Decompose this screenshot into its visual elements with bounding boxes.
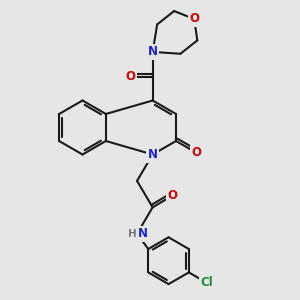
Text: H: H [128, 229, 137, 239]
Text: O: O [189, 13, 199, 26]
Text: N: N [138, 227, 148, 240]
Text: O: O [125, 70, 135, 83]
Text: N: N [148, 148, 158, 161]
Text: O: O [191, 146, 201, 159]
Text: O: O [168, 189, 178, 202]
Text: Cl: Cl [200, 276, 213, 289]
Text: N: N [148, 45, 158, 58]
